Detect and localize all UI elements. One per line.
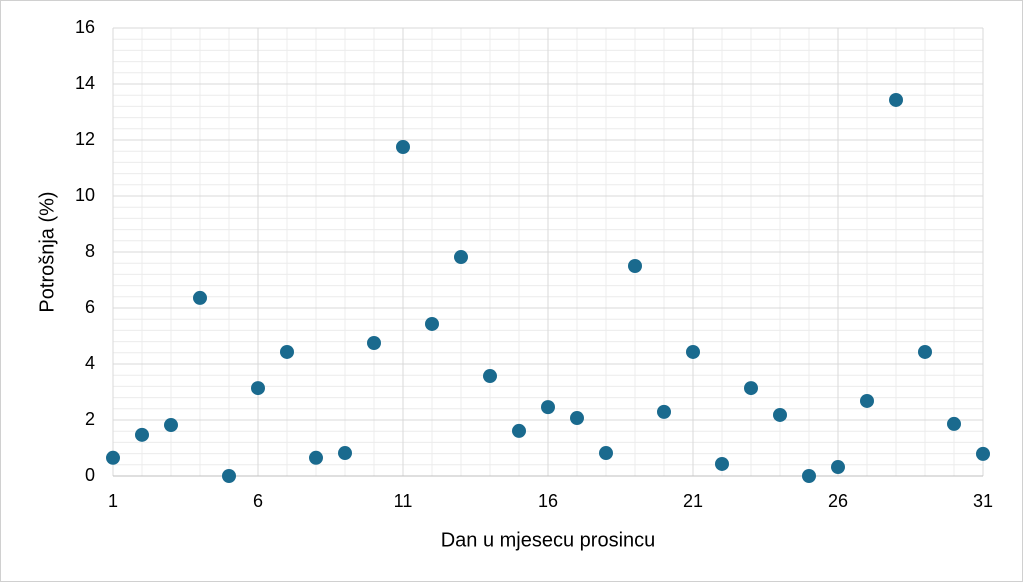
- point: [135, 427, 149, 442]
- point: [425, 316, 439, 331]
- point: [570, 411, 584, 426]
- y-tick-label: 6: [85, 297, 95, 317]
- x-tick-label: 6: [253, 491, 263, 511]
- point: [483, 369, 497, 384]
- point: [251, 381, 265, 396]
- y-tick-label: 4: [85, 353, 95, 373]
- point: [976, 446, 990, 461]
- point: [280, 344, 294, 359]
- point: [860, 393, 874, 408]
- point: [918, 344, 932, 359]
- y-tick-label: 8: [85, 241, 95, 261]
- point: [193, 290, 207, 305]
- point: [338, 446, 352, 461]
- y-tick-label: 10: [75, 185, 95, 205]
- point: [396, 140, 410, 154]
- point: [947, 416, 961, 431]
- y-tick-label: 12: [75, 129, 95, 149]
- point: [599, 446, 613, 461]
- point: [628, 259, 642, 273]
- point: [744, 381, 758, 396]
- y-tick-label: 2: [85, 409, 95, 429]
- point: [686, 344, 700, 359]
- x-tick-label: 11: [394, 491, 413, 511]
- y-axis-title: Potrošnja (%): [36, 191, 58, 312]
- y-tick-label: 14: [75, 73, 95, 93]
- y-tick-label: 0: [85, 465, 95, 485]
- point: [222, 469, 236, 483]
- point: [512, 423, 526, 438]
- point: [715, 456, 729, 471]
- point: [541, 400, 555, 415]
- x-tick-label: 1: [108, 491, 118, 511]
- point: [309, 450, 323, 465]
- point: [164, 418, 178, 433]
- point: [106, 450, 120, 465]
- point: [773, 407, 787, 422]
- y-tick-label: 16: [75, 17, 95, 37]
- x-tick-label: 31: [973, 491, 993, 511]
- point: [802, 469, 816, 483]
- x-tick-label: 16: [538, 491, 558, 511]
- point: [831, 460, 845, 475]
- point: [454, 250, 468, 265]
- x-tick-label: 21: [683, 491, 703, 511]
- point: [889, 92, 903, 107]
- point: [657, 404, 671, 419]
- x-tick-label: 26: [828, 491, 848, 511]
- point: [367, 336, 381, 350]
- x-axis-title: Dan u mjesecu prosincu: [441, 529, 656, 551]
